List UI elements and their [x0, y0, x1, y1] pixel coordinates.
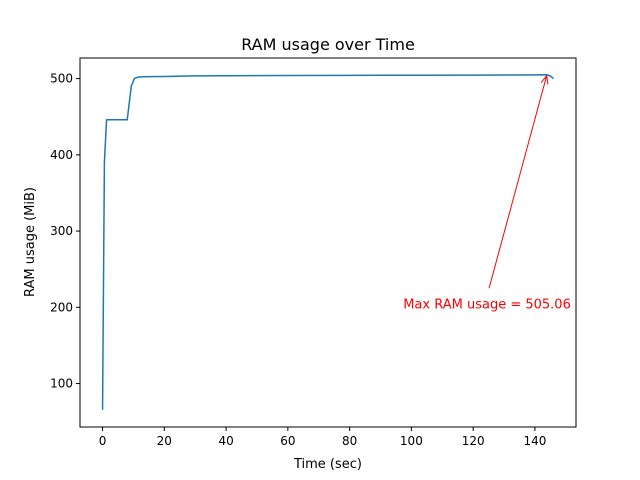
x-tick-label: 120 [462, 434, 485, 448]
x-tick-label: 60 [280, 434, 295, 448]
y-tick-label: 400 [50, 148, 73, 162]
series-layer [101, 73, 554, 410]
x-tick-label: 100 [400, 434, 423, 448]
x-tick-label: 40 [218, 434, 233, 448]
max-ram-annotation-label: Max RAM usage = 505.06 [403, 297, 571, 312]
plot-area: 0 20 40 60 80 100 120 140 100 200 300 400 500 Max R… [50, 57, 577, 448]
y-tick-label: 200 [50, 300, 73, 314]
y-axis-label: RAM usage (MiB) [23, 187, 38, 297]
chart-title: RAM usage over Time [241, 35, 415, 54]
y-tick-label: 100 [50, 377, 73, 391]
axes-frame [79, 57, 577, 428]
x-tick-label: 0 [99, 434, 107, 448]
x-tick-label: 140 [523, 434, 546, 448]
y-tick-label: 500 [50, 72, 73, 86]
x-axis-ticks: 0 20 40 60 80 100 120 140 [99, 427, 546, 448]
ram-usage-series-line [101, 73, 554, 410]
x-axis-label: Time (sec) [293, 457, 362, 472]
annotation-layer: Max RAM usage = 505.06 [403, 74, 571, 312]
x-tick-label: 20 [157, 434, 172, 448]
y-axis-ticks: 100 200 300 400 500 [50, 72, 80, 391]
annotation-arrow-line [488, 75, 548, 289]
y-tick-label: 300 [50, 224, 73, 238]
annotation-arrow-head [540, 74, 549, 85]
x-tick-label: 80 [342, 434, 357, 448]
